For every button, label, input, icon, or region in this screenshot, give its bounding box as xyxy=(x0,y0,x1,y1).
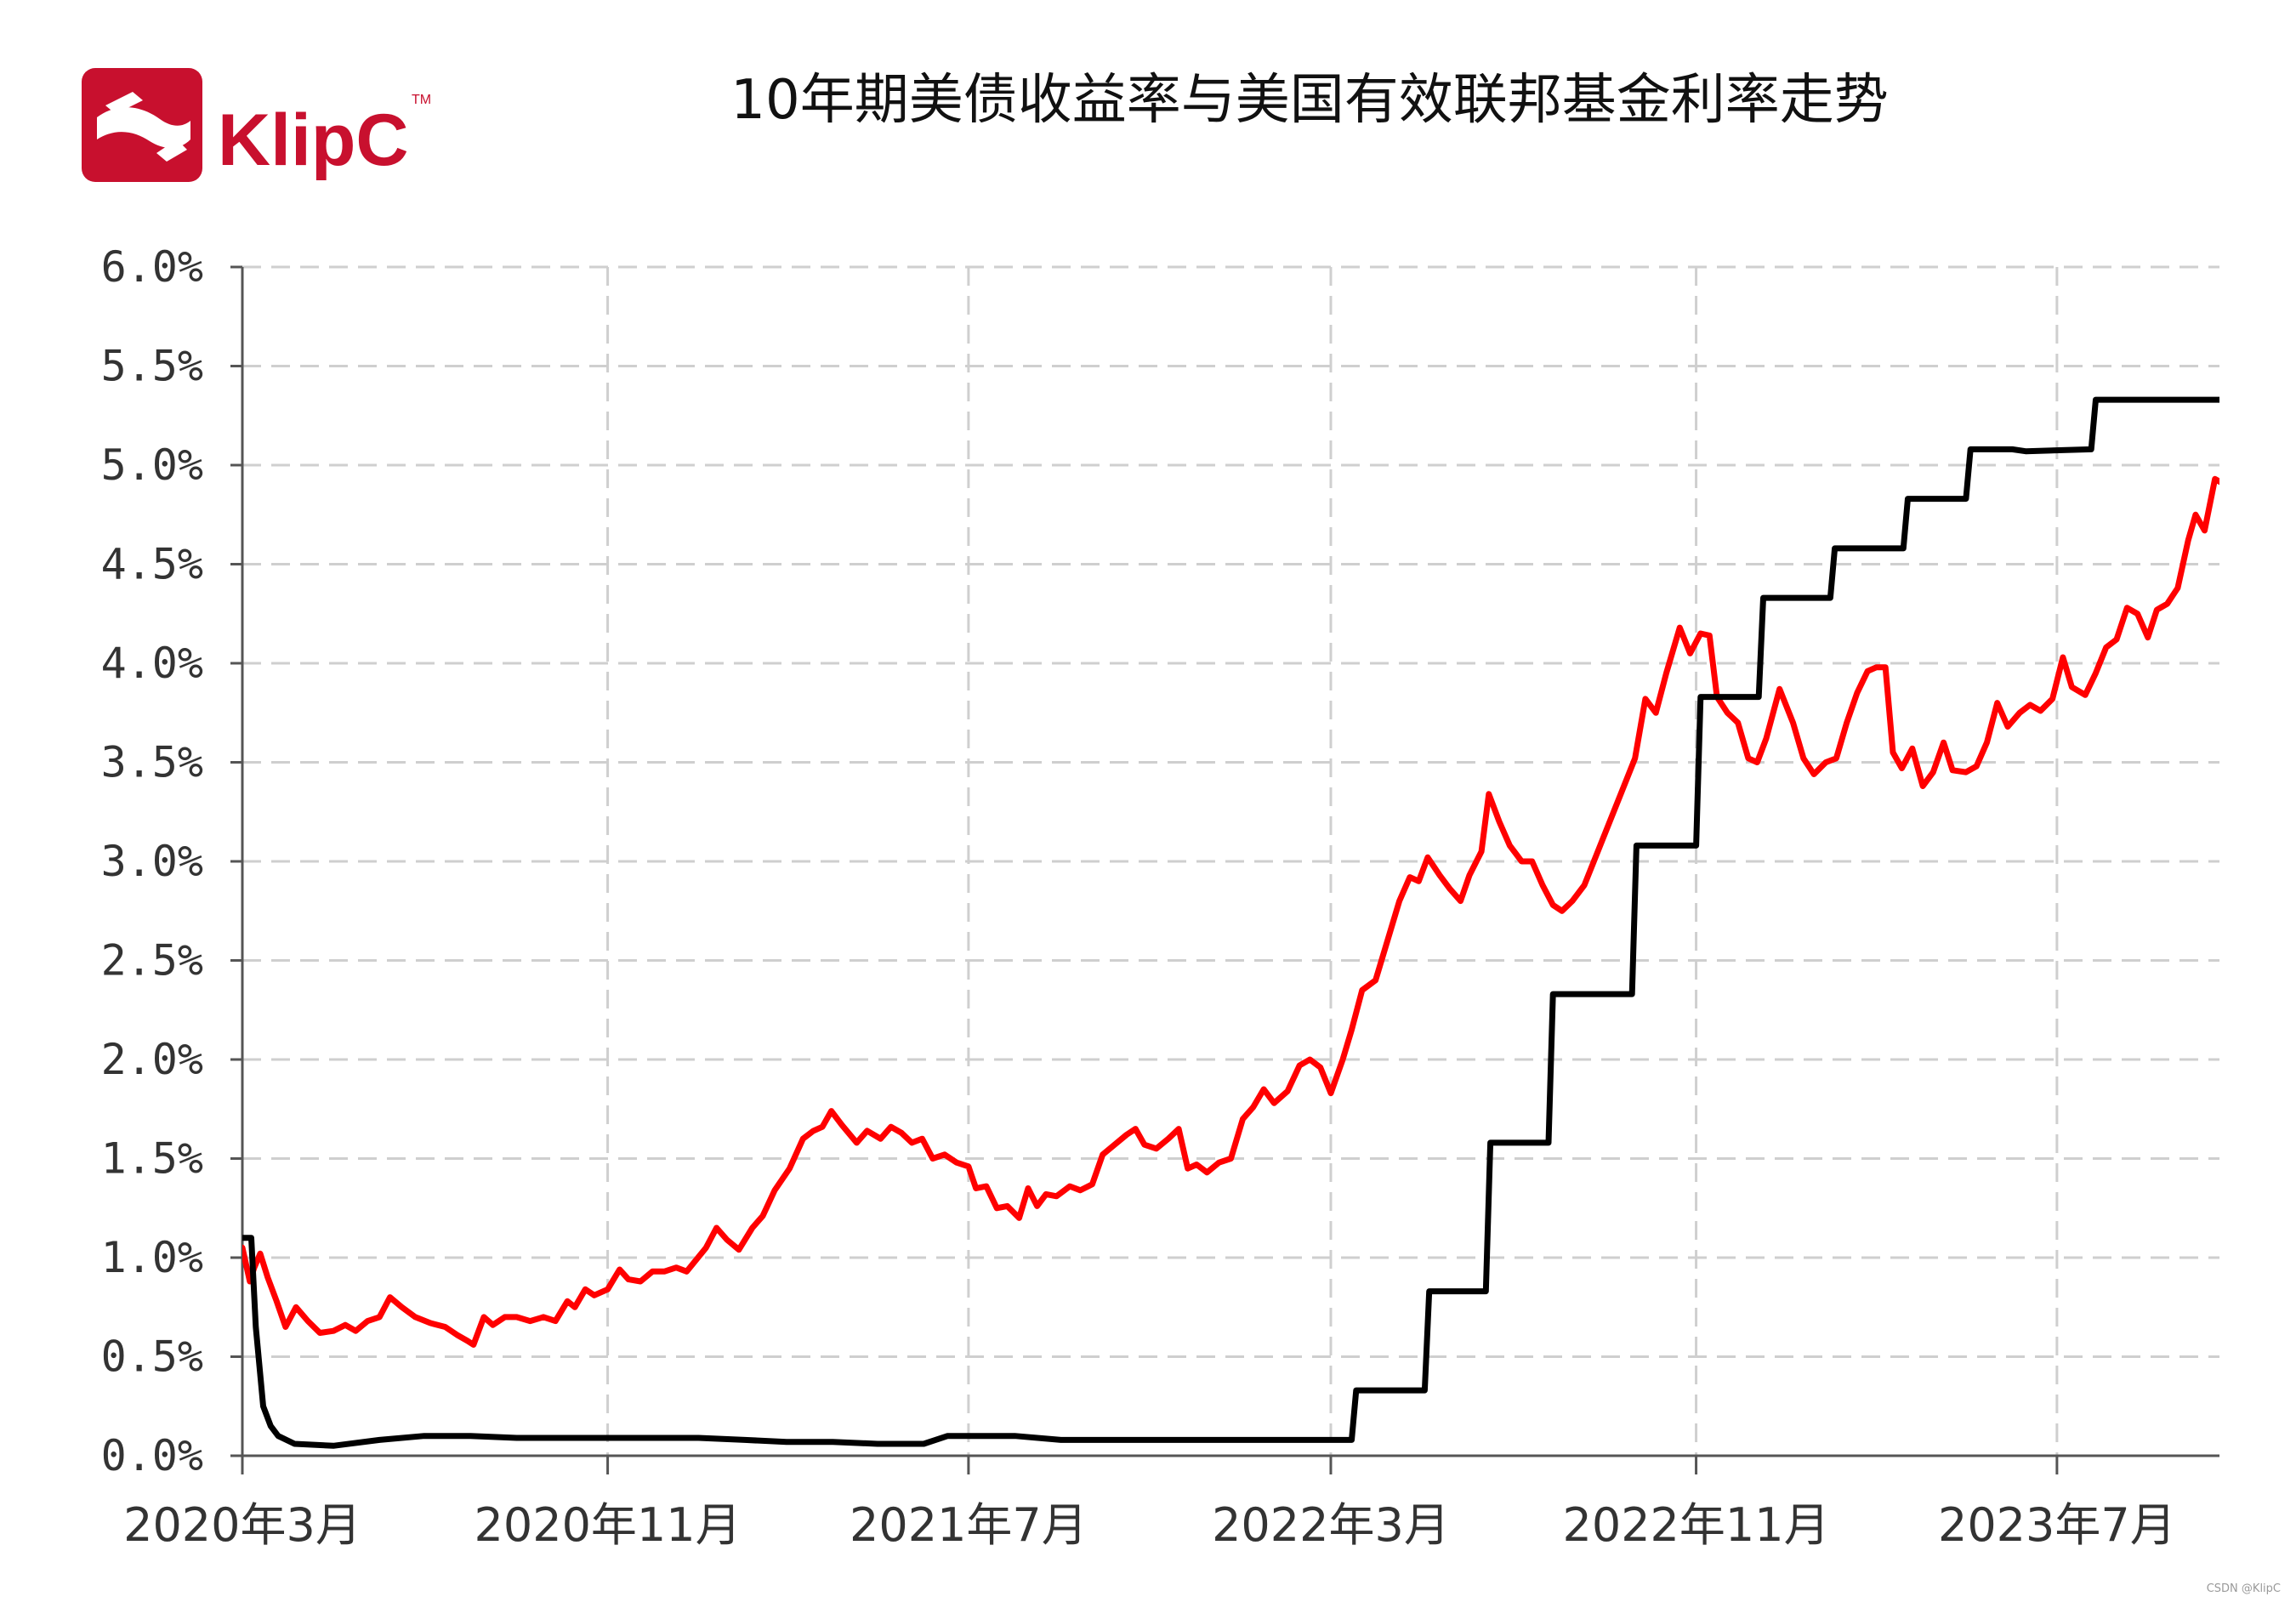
y-tick-label: 2.0% xyxy=(101,1035,203,1084)
x-tick-label: 2020年11月 xyxy=(475,1498,742,1552)
series-lines xyxy=(242,396,2219,1449)
y-tick-label: 3.5% xyxy=(101,738,203,787)
y-tick-label: 0.5% xyxy=(101,1332,203,1382)
y-tick-label: 0.0% xyxy=(101,1431,203,1480)
x-tick-label: 2022年3月 xyxy=(1212,1498,1450,1552)
y-tick-label: 6.0% xyxy=(101,242,203,292)
y-tick-label: 3.0% xyxy=(101,837,203,886)
series-line-black xyxy=(242,396,2219,1449)
x-axis-ticks: 2020年3月 2020年11月 2021年7月 2022年3月 2022年11月 202… xyxy=(123,1498,2176,1552)
y-tick-label: 1.0% xyxy=(101,1233,203,1282)
series-line-red xyxy=(242,475,2219,1348)
y-tick-label: 5.5% xyxy=(101,342,203,391)
klipc-logo-icon: KlipC TM xyxy=(82,68,431,182)
grid xyxy=(242,265,2219,1456)
x-tick-label: 2021年7月 xyxy=(850,1498,1088,1552)
watermark: CSDN @KlipC xyxy=(2206,1582,2281,1595)
y-tick-label: 1.5% xyxy=(101,1134,203,1184)
chart-title: 10年期美债收益率与美国有效联邦基金利率走势 xyxy=(730,69,1889,132)
x-tick-label: 2020年3月 xyxy=(123,1498,361,1552)
y-axis-ticks: 0.0% 0.5% 1.0% 1.5% 2.0% 2.5% 3.0% 3.5% 4.0% 4.5%… xyxy=(101,242,203,1480)
y-tick-label: 4.5% xyxy=(101,540,203,589)
y-tick-label: 4.0% xyxy=(101,639,203,688)
logo-text: KlipC xyxy=(218,99,409,181)
logo-trademark: TM xyxy=(412,93,431,107)
x-tick-label: 2023年7月 xyxy=(1938,1498,2176,1552)
y-tick-label: 5.0% xyxy=(101,440,203,490)
axes xyxy=(230,265,2219,1474)
y-tick-label: 2.5% xyxy=(101,936,203,986)
klipc-logo: KlipC TM xyxy=(82,68,439,187)
x-tick-label: 2022年11月 xyxy=(1562,1498,1829,1552)
